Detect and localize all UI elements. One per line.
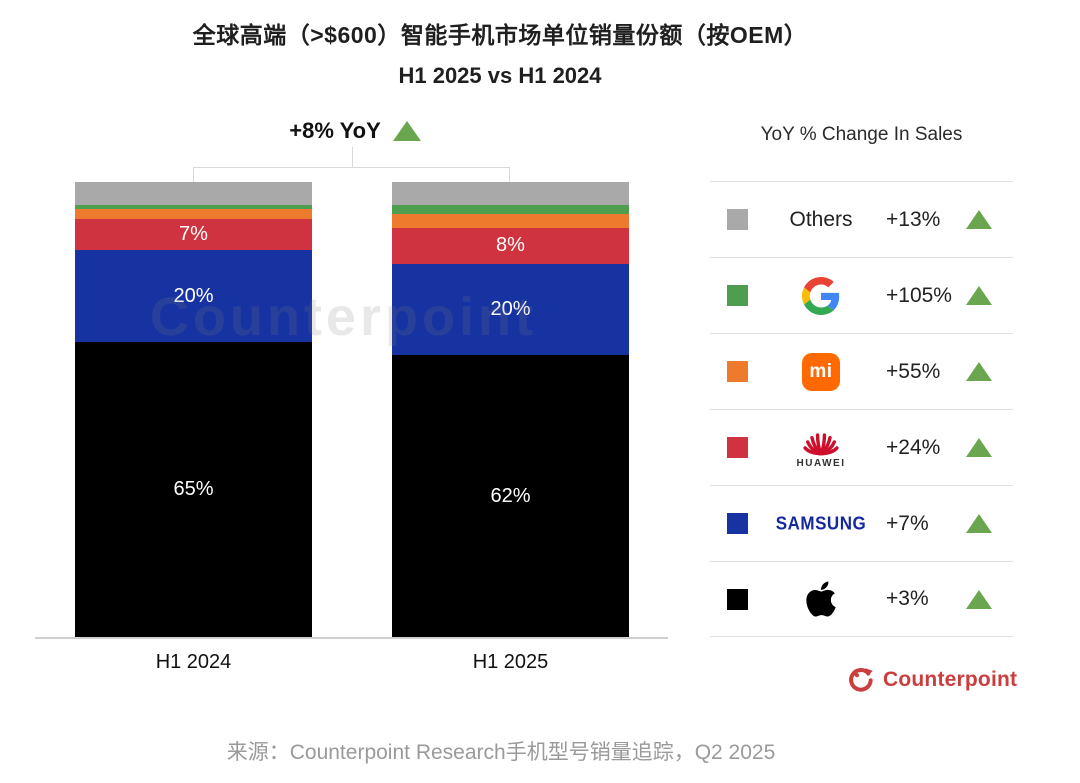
- up-triangle-icon: [966, 514, 992, 533]
- legend-panel: Others +13% +105% mi: [710, 181, 1013, 637]
- legend-row-huawei: HUAWEI +24%: [710, 409, 1013, 485]
- segment-label: 7%: [179, 222, 208, 245]
- segment-google: [75, 204, 312, 210]
- stacked-bar-h1-2025: 62% 20% 8%: [392, 182, 629, 638]
- huawei-change-value: +24%: [886, 435, 941, 459]
- page-title: 全球高端（>$600）智能手机市场单位销量份额（按OEM）: [192, 22, 808, 48]
- page-subtitle: H1 2025 vs H1 2024: [398, 63, 602, 88]
- segment-label: 8%: [496, 234, 525, 257]
- segment-label: 20%: [173, 284, 214, 307]
- samsung-color-swatch: [727, 513, 748, 534]
- segment-samsung: 20%: [75, 250, 312, 342]
- segment-apple: 62%: [392, 355, 629, 638]
- others-label: Others: [789, 207, 853, 231]
- segment-samsung: 20%: [392, 264, 629, 356]
- google-color-swatch: [727, 285, 748, 306]
- up-triangle-icon: [966, 286, 992, 305]
- counterpoint-logo: Counterpoint: [846, 666, 1017, 694]
- apple-change-value: +3%: [886, 587, 929, 610]
- yoy-annotation: +8% YoY: [200, 118, 510, 144]
- segment-others: [392, 182, 629, 205]
- huawei-caption: HUAWEI: [796, 457, 846, 469]
- others-change-value: +13%: [886, 207, 941, 231]
- segment-huawei: 8%: [392, 227, 629, 265]
- legend-row-apple: +3%: [710, 561, 1013, 637]
- legend-row-others: Others +13%: [710, 181, 1013, 257]
- x-label-h1-2024: H1 2024: [155, 651, 232, 673]
- apple-color-swatch: [727, 588, 748, 610]
- segment-huawei: 7%: [75, 218, 312, 251]
- counterpoint-logo-text: Counterpoint: [883, 668, 1018, 691]
- legend-row-google: +105%: [710, 257, 1013, 333]
- xiaomi-color-swatch: [727, 361, 748, 382]
- segment-google: [392, 204, 629, 214]
- up-triangle-icon: [966, 438, 992, 457]
- up-triangle-icon: [966, 210, 992, 229]
- segment-label: 65%: [173, 478, 214, 501]
- legend-row-xiaomi: mi +55%: [710, 333, 1013, 409]
- legend-title: YoY % Change In Sales: [760, 124, 963, 145]
- xiaomi-change-value: +55%: [886, 359, 941, 383]
- huawei-flower-logo-icon: [803, 432, 839, 455]
- stacked-bar-h1-2024: 65% 20% 7%: [75, 182, 312, 638]
- chart-header: 全球高端（>$600）智能手机市场单位销量份额（按OEM） H1 2025 vs…: [0, 0, 1000, 89]
- samsung-change-value: +7%: [886, 511, 929, 535]
- segment-apple: 65%: [75, 341, 312, 638]
- x-axis-line: [35, 637, 668, 639]
- samsung-wordmark: SAMSUNG: [775, 512, 867, 534]
- bracket-stem-line: [352, 147, 353, 167]
- bracket-connector: [193, 167, 510, 182]
- huawei-color-swatch: [727, 437, 748, 458]
- source-note: 来源：Counterpoint Research手机型号销量追踪，Q2 2025: [226, 741, 776, 764]
- up-triangle-icon: [392, 121, 421, 141]
- xiaomi-mi-logo-icon: mi: [802, 352, 840, 391]
- x-label-h1-2025: H1 2025: [472, 651, 549, 673]
- apple-logo-icon: [806, 581, 836, 617]
- segment-label: 20%: [490, 298, 531, 321]
- segment-xiaomi: [392, 213, 629, 228]
- legend-row-samsung: SAMSUNG +7%: [710, 485, 1013, 561]
- others-color-swatch: [727, 209, 748, 230]
- up-triangle-icon: [966, 589, 992, 609]
- segment-others: [75, 182, 312, 205]
- segment-label: 62%: [490, 485, 531, 508]
- up-triangle-icon: [966, 362, 992, 381]
- google-g-logo-icon: [802, 276, 840, 315]
- google-change-value: +105%: [886, 283, 952, 307]
- segment-xiaomi: [75, 209, 312, 219]
- yoy-annotation-text: +8% YoY: [289, 118, 381, 143]
- counterpoint-logo-icon: [849, 668, 873, 692]
